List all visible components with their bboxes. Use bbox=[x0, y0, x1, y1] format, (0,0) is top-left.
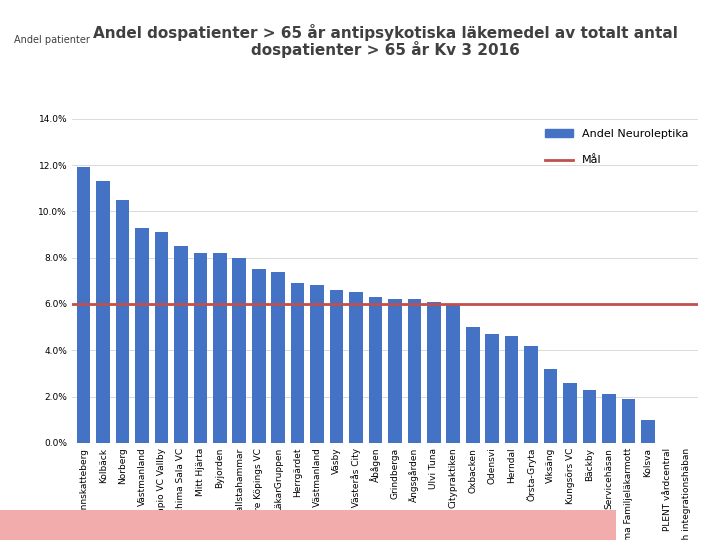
Bar bbox=[291, 283, 305, 443]
Bar bbox=[330, 290, 343, 443]
Bar bbox=[408, 299, 421, 443]
Bar bbox=[524, 346, 538, 443]
Text: Andel patienter: Andel patienter bbox=[14, 35, 90, 45]
Bar bbox=[621, 399, 635, 443]
Bar bbox=[233, 258, 246, 443]
Bar bbox=[310, 286, 324, 443]
Text: dospatienter > 65 år Kv 3 2016: dospatienter > 65 år Kv 3 2016 bbox=[251, 40, 520, 57]
Bar bbox=[446, 304, 460, 443]
Bar bbox=[544, 369, 557, 443]
Bar bbox=[505, 336, 518, 443]
Text: Andel dospatienter > 65 år antipsykotiska läkemedel av totalt antal: Andel dospatienter > 65 år antipsykotisk… bbox=[93, 24, 678, 41]
Bar bbox=[116, 200, 130, 443]
Bar bbox=[252, 269, 266, 443]
Bar bbox=[155, 232, 168, 443]
Bar bbox=[563, 383, 577, 443]
Bar bbox=[582, 389, 596, 443]
Bar bbox=[213, 253, 227, 443]
Bar bbox=[369, 297, 382, 443]
Bar bbox=[194, 253, 207, 443]
Bar bbox=[96, 181, 110, 443]
Legend: Andel Neuroleptika, Mål: Andel Neuroleptika, Mål bbox=[541, 124, 693, 170]
Bar bbox=[77, 167, 91, 443]
Bar bbox=[174, 246, 188, 443]
Bar bbox=[388, 299, 402, 443]
Bar bbox=[271, 272, 285, 443]
Bar bbox=[349, 292, 363, 443]
Bar bbox=[485, 334, 499, 443]
Bar bbox=[602, 394, 616, 443]
Bar bbox=[466, 327, 480, 443]
Bar bbox=[641, 420, 654, 443]
Bar bbox=[427, 302, 441, 443]
Bar bbox=[135, 227, 149, 443]
